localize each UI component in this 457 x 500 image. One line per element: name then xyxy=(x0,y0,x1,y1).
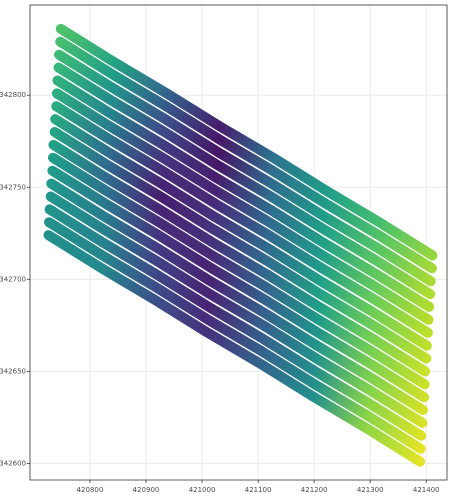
pass-track xyxy=(52,75,435,312)
y-tick-label: 6342650 xyxy=(0,367,26,375)
x-tick-label: 421400 xyxy=(413,486,440,494)
pass-track xyxy=(53,62,436,300)
x-tick-label: 421300 xyxy=(357,486,384,494)
pass-track xyxy=(54,49,436,287)
x-tick-label: 421200 xyxy=(301,486,328,494)
pass-track xyxy=(44,217,426,454)
pass-track xyxy=(55,23,438,261)
pass-track xyxy=(45,191,428,428)
y-tick-label: 6342750 xyxy=(0,183,26,191)
pass-track xyxy=(50,114,432,351)
pass-track xyxy=(44,204,427,441)
pass-track xyxy=(49,127,432,364)
x-tick-label: 421000 xyxy=(189,486,216,494)
pass-track xyxy=(47,165,429,403)
pass-track xyxy=(43,230,426,467)
y-tick-label: 6342600 xyxy=(0,459,26,467)
pass-track xyxy=(48,152,430,390)
y-tick-label: 6342700 xyxy=(0,275,26,283)
pass-track xyxy=(55,36,437,274)
pass-track xyxy=(48,139,431,377)
panel-border xyxy=(29,4,448,481)
x-tick-label: 420900 xyxy=(133,486,160,494)
pass-track xyxy=(51,88,434,325)
x-tick-label: 421100 xyxy=(245,486,272,494)
y-tick-label: 6342800 xyxy=(0,91,26,99)
pass-track xyxy=(51,101,433,338)
x-tick-label: 420800 xyxy=(77,486,104,494)
pass-track xyxy=(46,178,428,415)
